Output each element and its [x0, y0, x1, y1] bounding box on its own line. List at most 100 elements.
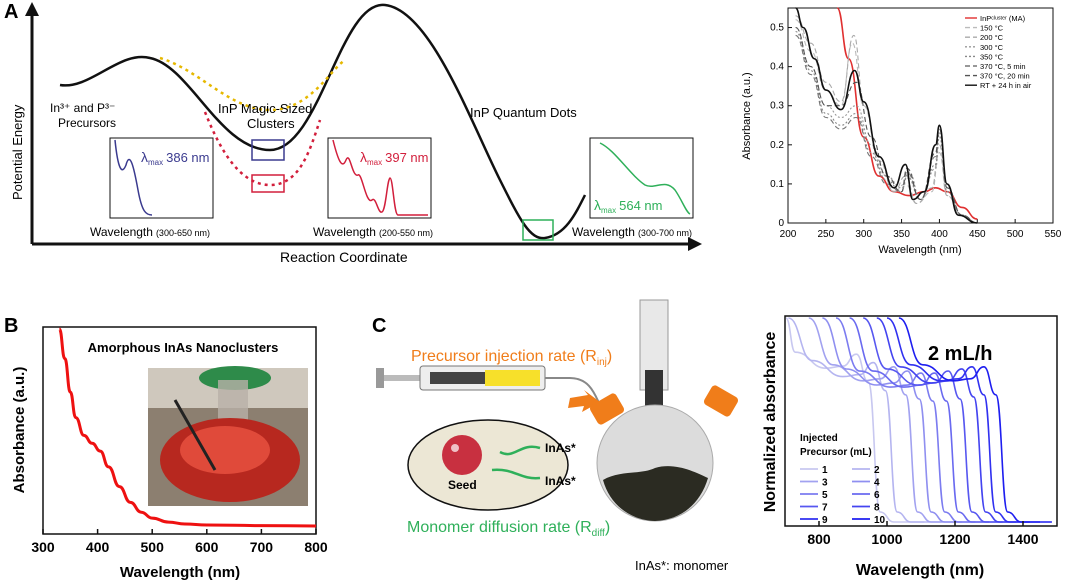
chart-b-xtick-label: 800: [304, 539, 328, 555]
msc-box-red: [251, 174, 285, 193]
chart-a-frame: [787, 7, 1054, 224]
chart-a-ylabel: Absorbance (a.u.): [741, 72, 753, 159]
chart-a-series-line: [795, 15, 978, 224]
chart-a-legend-label: 200 °C: [980, 33, 1004, 42]
yellow-dashed-path: [159, 56, 346, 112]
chart-c-series-line: [788, 317, 942, 523]
qd-label: InP Quantum Dots: [470, 105, 577, 120]
flask-left-cap: [589, 393, 625, 425]
chart-c-series-line: [849, 317, 1003, 523]
chart-a-xtick-label: 200: [780, 229, 797, 240]
chart-c-xtick-label: 1200: [939, 531, 970, 547]
monomer-label-1: InAs*: [545, 441, 576, 455]
absorbance-chart-b: Amorphous InAs Nanoclusters 300 400 500 600…: [11, 326, 328, 581]
chart-c-xlabel: Wavelength (nm): [856, 562, 984, 579]
precursors-label-1: In³⁺ and P³⁻: [50, 101, 115, 115]
inset-2: λmax 397 nm Wavelength (200-550 nm): [313, 137, 433, 239]
chart-c-legend-label: 9: [822, 515, 828, 526]
chart-b-title: Amorphous InAs Nanoclusters: [88, 340, 279, 355]
chart-a-ytick-label: 0.5: [770, 23, 784, 34]
monomer-label-2: InAs*: [545, 474, 576, 488]
chart-a-series-line: [795, 26, 978, 224]
chart-c-series-line: [822, 317, 976, 523]
inset-1: λmax 386 nm Wavelength (300-650 nm): [90, 137, 214, 239]
seed-diagram: Seed InAs* InAs*: [407, 419, 576, 511]
chart-c-ticks: 800 1000 1200 1400: [807, 521, 1039, 547]
chart-b-xtick-label: 400: [86, 539, 110, 555]
chart-a-ytick-label: 0.3: [770, 101, 784, 112]
energy-x-arrow: [688, 237, 702, 251]
panel-letter-c: C: [372, 315, 386, 337]
inset-3-lambda: λmax 564 nm: [594, 197, 663, 215]
injection-rate-label: Precursor injection rate (Rinj): [411, 348, 612, 368]
flask-photo: [148, 366, 308, 506]
chart-a-series-line: [795, 30, 978, 224]
msc-label-1: InP Magic-Sized: [218, 101, 312, 116]
energy-y-arrow: [25, 2, 39, 16]
photo-rod: [173, 399, 217, 471]
inset-1-lambda: λmax 386 nm: [141, 149, 210, 167]
chart-b-frame: [42, 326, 317, 535]
flask-liquid: [603, 466, 708, 521]
chart-c-series-line: [876, 317, 1030, 523]
chart-a-xtick-label: 550: [1045, 229, 1062, 240]
chart-a-legend-label: RT + 24 h in air: [980, 81, 1032, 90]
inset-2-lambda: λmax 397 nm: [360, 149, 429, 167]
inset-1-frame: [109, 137, 214, 219]
inset-3-spectrum: [599, 142, 691, 215]
chart-c-xtick-label: 800: [807, 531, 831, 547]
chart-c-series-line: [785, 317, 925, 523]
inset-1-spectrum: [114, 139, 153, 216]
chart-a-series-line: [795, 19, 978, 224]
precursors-label-2: Precursors: [58, 116, 116, 130]
inset-2-frame: [327, 137, 432, 219]
chart-a-xtick-label: 300: [855, 229, 872, 240]
chart-b-xtick-label: 300: [31, 539, 55, 555]
chart-a-ytick-label: 0: [778, 218, 784, 229]
chart-c-legend-label: 4: [874, 478, 880, 489]
msc-box-blue: [251, 139, 285, 161]
chart-c-legend-label: 5: [822, 490, 828, 501]
chart-c-xtick-label: 1400: [1007, 531, 1038, 547]
chart-a-ytick-label: 0.1: [770, 179, 784, 190]
injection-arrow: [568, 390, 600, 412]
energy-x-label: Reaction Coordinate: [280, 249, 408, 265]
absorbance-chart-a: 200 250 300 350 400 450 500 550 0 0.1 0.2 0.3 0.4 0.5…: [741, 7, 1062, 256]
chart-a-legend-label: 150 °C: [980, 24, 1004, 33]
inset-3-frame: [589, 137, 694, 219]
chart-c-rate-label: 2 mL/h: [928, 343, 992, 365]
panel-letter-b: B: [4, 315, 18, 337]
photo-green-clamp: [199, 366, 271, 390]
chart-b-series: [57, 327, 317, 528]
inset-2-spectrum: [332, 139, 428, 216]
chart-a-xtick-label: 450: [969, 229, 986, 240]
flask-right-cap: [703, 385, 739, 417]
qd-box-green: [522, 219, 554, 241]
chart-c-legend-label: 10: [874, 515, 886, 526]
inset-3-caption: Wavelength (300-700 nm): [572, 225, 692, 239]
chart-b-xlabel: Wavelength (nm): [120, 564, 240, 581]
chart-a-legend-label: 370 °C, 20 min: [980, 72, 1030, 81]
energy-y-label: Potential Energy: [10, 104, 25, 200]
chart-b-xtick-label: 500: [141, 539, 165, 555]
chart-a-xtick-label: 250: [818, 229, 835, 240]
chart-c-series-line: [898, 317, 1052, 523]
normalized-absorbance-chart: 800 1000 1200 1400 2 mL/h Injected Precurso…: [762, 315, 1058, 579]
energy-profile-curve: [59, 3, 587, 240]
chart-a-series: [795, 7, 978, 224]
diffusion-rate-label: Monomer diffusion rate (Rdiff): [407, 519, 610, 539]
chart-a-legend-label: 350 °C: [980, 52, 1004, 61]
chart-c-frame: [784, 315, 1058, 527]
photo-flask-neck: [218, 380, 248, 420]
seed-ellipse: [407, 419, 569, 511]
chart-c-legend-label: 2: [874, 465, 880, 476]
chart-a-legend-label: 370 °C, 5 min: [980, 62, 1026, 71]
chart-a-ticks: 200 250 300 350 400 450 500 550 0 0.1 0.2 0.3 0.4 0.5: [770, 23, 1062, 240]
monomer-note: InAs*: monomer: [635, 558, 729, 573]
chart-c-series: [785, 317, 1052, 523]
chart-c-legend-label: 1: [822, 465, 828, 476]
inset-3: λmax 564 nm Wavelength (300-700 nm): [572, 137, 694, 239]
chart-a-xtick-label: 350: [893, 229, 910, 240]
syringe-liquid: [485, 370, 540, 386]
